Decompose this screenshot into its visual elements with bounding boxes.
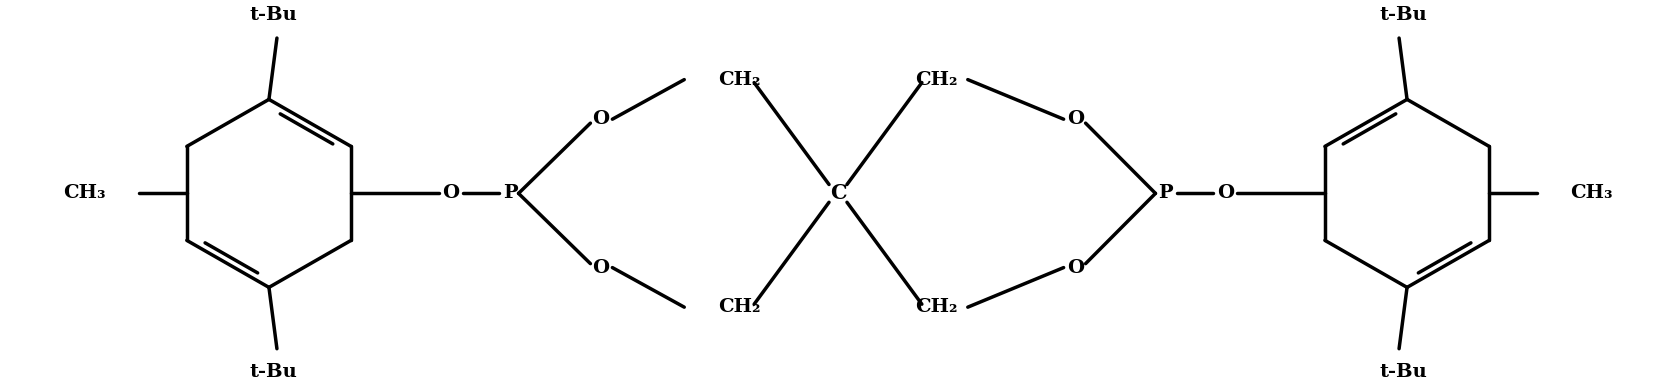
Text: P: P bbox=[1158, 184, 1173, 202]
Text: CH₂: CH₂ bbox=[719, 70, 761, 89]
Text: O: O bbox=[1217, 184, 1234, 202]
Text: CH₂: CH₂ bbox=[915, 298, 957, 316]
Text: O: O bbox=[592, 259, 608, 277]
Text: O: O bbox=[442, 184, 459, 202]
Text: t-Bu: t-Bu bbox=[1379, 6, 1426, 24]
Text: P: P bbox=[503, 184, 518, 202]
Text: t-Bu: t-Bu bbox=[250, 363, 297, 380]
Text: O: O bbox=[1068, 259, 1084, 277]
Text: CH₂: CH₂ bbox=[719, 298, 761, 316]
Text: C: C bbox=[830, 183, 846, 204]
Text: t-Bu: t-Bu bbox=[1379, 363, 1426, 380]
Text: CH₃: CH₃ bbox=[1570, 184, 1612, 202]
Text: t-Bu: t-Bu bbox=[250, 6, 297, 24]
Text: CH₃: CH₃ bbox=[64, 184, 106, 202]
Text: CH₂: CH₂ bbox=[915, 70, 957, 89]
Text: O: O bbox=[1068, 110, 1084, 128]
Text: O: O bbox=[592, 110, 608, 128]
